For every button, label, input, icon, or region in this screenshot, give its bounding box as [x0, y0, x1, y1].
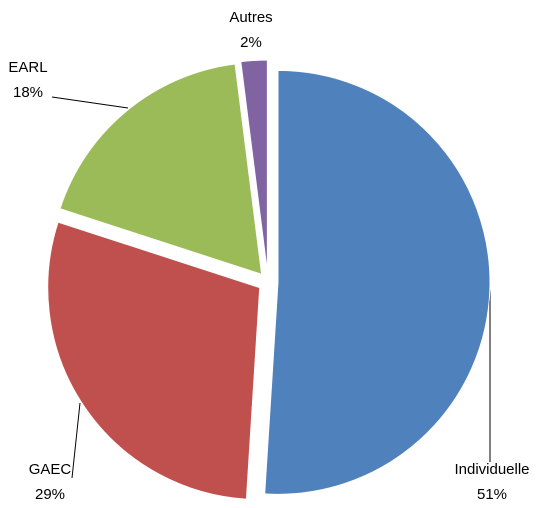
slice-value-label: 18% [13, 84, 43, 101]
pie-slice [240, 59, 268, 273]
slice-value-label: 51% [477, 486, 507, 503]
slice-value-label: 29% [35, 486, 65, 503]
slice-label: EARL [8, 59, 47, 76]
pie-slice [264, 69, 491, 495]
pie-slice [47, 221, 261, 500]
pie-slice [59, 63, 263, 276]
slice-label: Autres [229, 9, 272, 26]
leader-line [71, 402, 81, 479]
slice-label: GAEC [29, 461, 72, 478]
slice-label: Individuelle [454, 461, 529, 478]
slice-value-label: 2% [240, 34, 262, 51]
leader-line [51, 96, 129, 109]
